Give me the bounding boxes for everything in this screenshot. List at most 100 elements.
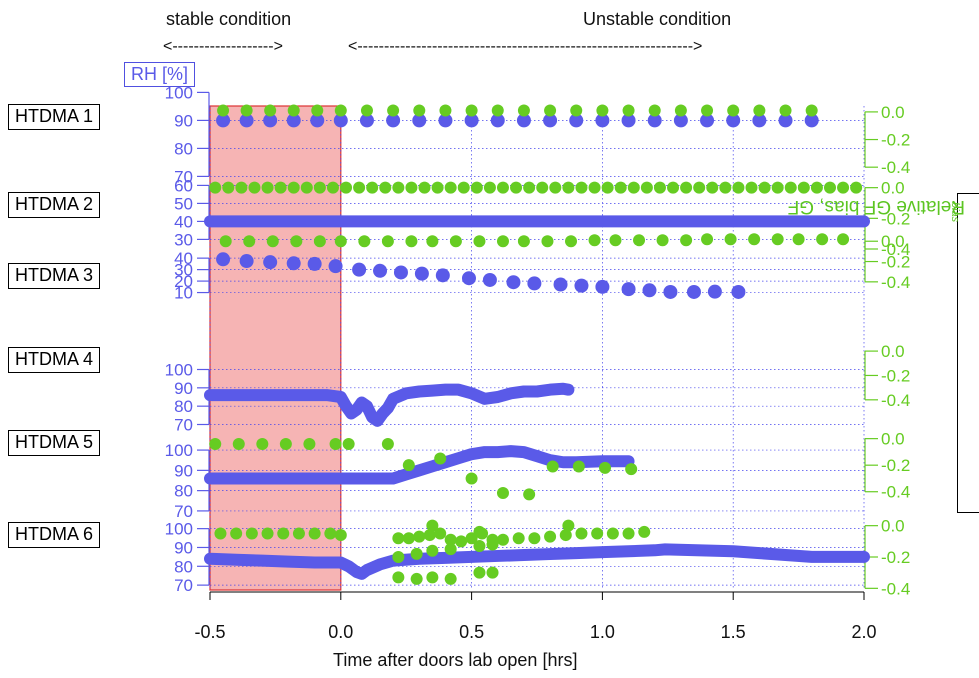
- gf-point: [418, 181, 431, 194]
- gf-point: [496, 181, 509, 194]
- gf-point: [266, 235, 279, 248]
- gf-point: [745, 181, 758, 194]
- gf-point: [837, 233, 850, 246]
- stable-condition-label: stable condition: [166, 9, 292, 29]
- gf-tick-label: -0.2: [881, 253, 910, 272]
- gf-point: [625, 463, 638, 476]
- rh-point: [482, 272, 497, 287]
- gf-point: [214, 527, 227, 540]
- gf-point: [674, 104, 687, 117]
- gf-point: [575, 527, 588, 540]
- gf-point: [240, 104, 253, 117]
- rh-point: [461, 271, 476, 286]
- panel-label-htdma-2: HTDMA 2: [8, 192, 101, 218]
- gf-point: [222, 181, 235, 194]
- gf-point: [609, 234, 622, 247]
- gf-point: [622, 104, 635, 117]
- gf-point: [426, 519, 439, 532]
- gf-point: [653, 181, 666, 194]
- gf-tick-label: -0.2: [881, 456, 910, 475]
- gf-point: [366, 181, 379, 194]
- gf-point: [588, 181, 601, 194]
- rh-point: [310, 113, 325, 128]
- gf-point: [334, 104, 347, 117]
- gf-point: [596, 104, 609, 117]
- gf-point: [470, 181, 483, 194]
- rh-tick-label: 90: [174, 379, 193, 398]
- gf-point: [405, 181, 418, 194]
- gf-point: [638, 525, 651, 538]
- gf-point: [209, 181, 222, 194]
- gf-point: [324, 527, 337, 540]
- rh-point: [778, 113, 793, 128]
- gf-point: [496, 533, 509, 546]
- rh-tick-label: 100: [165, 520, 193, 539]
- rh-point: [516, 113, 531, 128]
- rh-tick-label: 30: [174, 261, 193, 280]
- rh-point: [569, 113, 584, 128]
- gf-point: [719, 181, 732, 194]
- x-tick-label: -0.5: [194, 622, 225, 642]
- gf-point: [483, 181, 496, 194]
- gf-point: [455, 535, 468, 548]
- gf-point: [334, 529, 347, 542]
- gf-point: [248, 181, 261, 194]
- gf-point: [449, 235, 462, 248]
- gf-tick-label: -0.2: [881, 209, 910, 228]
- gf-point: [245, 527, 258, 540]
- rh-tick-label: 80: [174, 139, 193, 158]
- gf-point: [510, 181, 523, 194]
- rh-point: [621, 113, 636, 128]
- gf-point: [544, 530, 557, 543]
- gf-tick-label: 0.0: [881, 430, 905, 449]
- gf-point: [444, 181, 457, 194]
- gf-point: [680, 234, 693, 247]
- rh-point: [647, 113, 662, 128]
- rh-point: [490, 113, 505, 128]
- rh-point: [352, 262, 367, 277]
- rh-tick-label: 90: [174, 538, 193, 557]
- gf-point: [219, 235, 232, 248]
- gf-point: [541, 235, 554, 248]
- gf-tick-label: -0.2: [881, 366, 910, 385]
- gf-point: [575, 181, 588, 194]
- rh-point: [731, 284, 746, 299]
- gf-point: [572, 460, 585, 473]
- rh-point: [328, 259, 343, 274]
- gf-bias-axis-label-text: Relative GF bias, GF: [787, 196, 965, 217]
- gf-point: [387, 104, 400, 117]
- gf-point: [379, 181, 392, 194]
- rh-point: [239, 113, 254, 128]
- rh-point: [286, 256, 301, 271]
- gf-point: [313, 235, 326, 248]
- gf-tick-label: -0.4: [881, 273, 910, 292]
- gf-point: [823, 181, 836, 194]
- gf-point: [402, 459, 415, 472]
- gf-bias-axis-label: Relative GF bias, GF bias: [788, 193, 979, 513]
- gf-point: [816, 233, 829, 246]
- rh-tick-label: 70: [174, 576, 193, 595]
- gf-point: [491, 104, 504, 117]
- rh-point: [506, 275, 521, 290]
- gf-point: [279, 437, 292, 450]
- gf-point: [342, 437, 355, 450]
- gf-point: [758, 181, 771, 194]
- gf-point: [517, 104, 530, 117]
- rh-point: [393, 265, 408, 280]
- gf-point: [405, 235, 418, 248]
- gf-point: [392, 551, 405, 563]
- x-tick-label: 2.0: [851, 622, 876, 642]
- gf-point: [496, 487, 509, 500]
- rh-tick-label: 100: [165, 361, 193, 380]
- rh-point: [621, 282, 636, 297]
- gf-point: [413, 104, 426, 117]
- rh-point: [373, 263, 388, 278]
- rh-tick-label: 70: [174, 416, 193, 435]
- rh-point: [438, 113, 453, 128]
- gf-point: [264, 104, 277, 117]
- gf-point: [797, 181, 810, 194]
- gf-point: [606, 527, 619, 540]
- gf-point: [353, 181, 366, 194]
- gf-point: [261, 181, 274, 194]
